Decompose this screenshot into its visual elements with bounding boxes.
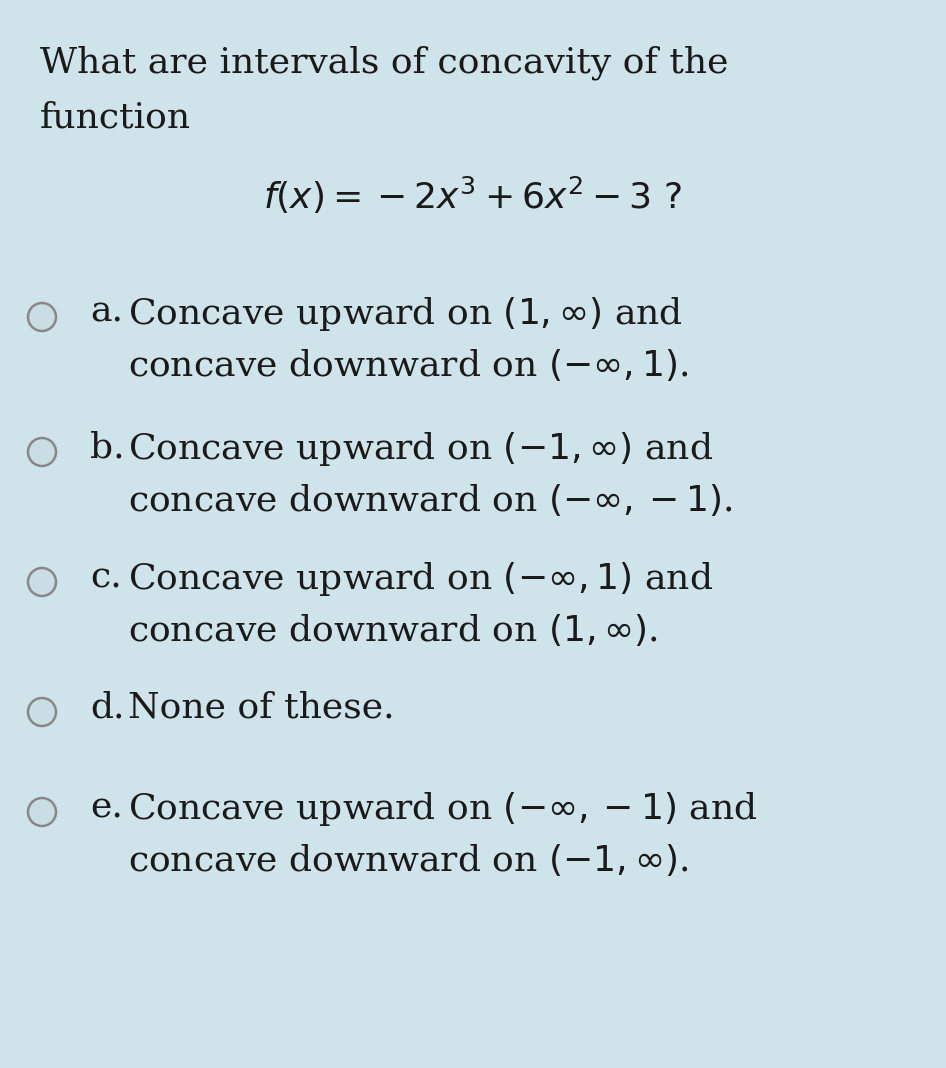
Circle shape (28, 698, 56, 726)
Text: What are intervals of concavity of the: What are intervals of concavity of the (40, 45, 728, 79)
Text: concave downward on $(1, \infty)$.: concave downward on $(1, \infty)$. (128, 612, 658, 648)
Circle shape (28, 798, 56, 826)
Circle shape (28, 438, 56, 466)
Text: d.: d. (90, 690, 125, 724)
Text: Concave upward on $(-1, \infty)$ and: Concave upward on $(-1, \infty)$ and (128, 430, 713, 468)
Text: concave downward on $(-\infty, 1)$.: concave downward on $(-\infty, 1)$. (128, 347, 689, 383)
Text: concave downward on $(-1, \infty)$.: concave downward on $(-1, \infty)$. (128, 842, 689, 878)
Circle shape (28, 568, 56, 596)
Text: concave downward on $(-\infty, -1)$.: concave downward on $(-\infty, -1)$. (128, 482, 733, 518)
Text: Concave upward on $(-\infty, -1)$ and: Concave upward on $(-\infty, -1)$ and (128, 790, 758, 828)
Text: Concave upward on $(1, \infty)$ and: Concave upward on $(1, \infty)$ and (128, 295, 683, 333)
Text: None of these.: None of these. (128, 690, 394, 724)
Circle shape (28, 303, 56, 331)
Text: $f(x) = -2x^3 + 6x^2 - 3\ ?$: $f(x) = -2x^3 + 6x^2 - 3\ ?$ (263, 175, 683, 216)
Text: Concave upward on $(-\infty, 1)$ and: Concave upward on $(-\infty, 1)$ and (128, 560, 713, 598)
Text: e.: e. (90, 790, 123, 824)
Text: c.: c. (90, 560, 122, 594)
Text: b.: b. (90, 430, 125, 464)
Text: a.: a. (90, 295, 123, 329)
Text: function: function (40, 100, 191, 134)
